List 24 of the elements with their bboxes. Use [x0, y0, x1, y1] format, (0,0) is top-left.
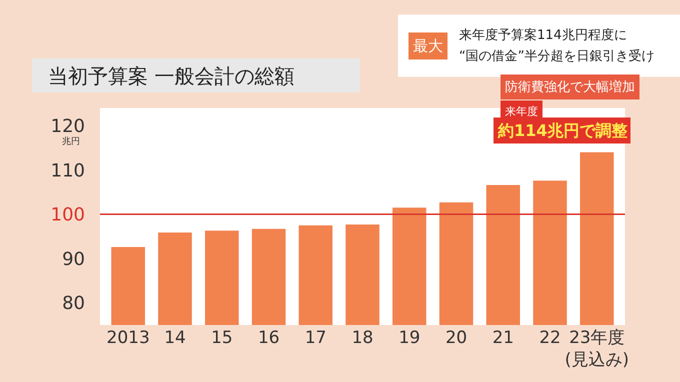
y-tick-label: 80	[62, 293, 85, 314]
annotation: 来年度	[505, 105, 538, 118]
x-tick-label: 14	[164, 328, 186, 348]
text: 来年度予算案114兆円程度に	[459, 27, 627, 43]
text: 防衛費強化で大幅増加	[505, 79, 635, 95]
x-tick-label: 17	[304, 328, 326, 348]
x-tick-label: 19	[398, 328, 420, 348]
x-tick-label: 21	[492, 328, 514, 348]
x-tick-label: 2013	[106, 328, 150, 348]
x-tick-label: 23年度 (見込み)	[564, 328, 630, 370]
y-tick-label: 100	[50, 204, 85, 226]
annotation: 約114兆円で調整	[497, 121, 628, 140]
x-tick-label: 22	[539, 328, 561, 348]
y-axis-title: 兆円	[62, 136, 80, 147]
x-tick-label: 15	[211, 328, 233, 348]
chart-title: 当初予算案 一般会計の総額	[48, 64, 294, 88]
y-tick-label: 90	[62, 248, 85, 270]
x-tick-label: 20	[445, 328, 468, 348]
x-tick-label: 16	[258, 328, 280, 348]
y-tick-label: 110	[50, 160, 85, 182]
x-tick-label: 18	[352, 328, 374, 348]
text: “国の借金”半分超を日銀引き受け	[459, 49, 654, 64]
text: 最大	[413, 37, 443, 55]
y-tick-label: 120	[50, 116, 85, 138]
